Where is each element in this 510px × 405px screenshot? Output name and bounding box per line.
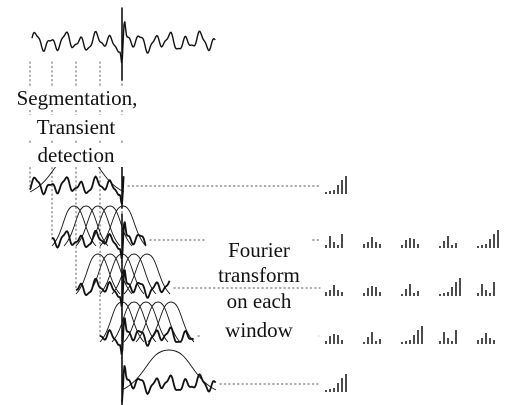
segmented-signal-row1 [29,175,125,205]
spectrum-row3-4 [439,278,461,296]
spectrum-row2-3 [401,238,419,248]
spectrum-row3-2 [363,286,381,296]
spectrum-row2-2 [363,237,381,248]
window-envelope-row4-3 [123,301,169,343]
spectrum-row3-1 [325,285,343,296]
spectrum-row2-5 [477,230,499,248]
fourier-label-line-1: Fourier [206,238,312,262]
window-envelope-row2-3 [75,205,121,247]
fourier-label-line-2: transform [200,263,318,287]
spectrum-row4-5 [477,333,495,344]
spectrum-row2-1 [325,234,343,248]
spectrum-row3-5 [477,282,495,296]
window-envelope-row4-2 [111,301,157,343]
window-envelope-row4-5 [147,301,195,343]
spectrum-row4-1 [325,334,343,344]
spectrum-row2-4 [439,236,457,248]
spectrum-row5-1 [325,374,347,392]
window-envelope-row2-5 [99,205,147,247]
fourier-label-line-3: on each [206,289,312,313]
window-envelope-row2-1 [51,205,97,247]
window-envelope-row3-1 [75,253,121,295]
segmentation-label-line-1: Segmentation, [4,86,150,110]
window-envelope-row2-2 [63,205,109,247]
window-envelope-row3-5 [123,253,171,295]
spectrum-row3-3 [401,284,419,296]
spectrum-row1-1 [325,176,347,194]
segmentation-label-line-3: detection [22,143,130,167]
segmented-signal-row3 [75,269,171,307]
segmented-signal-row4 [99,317,195,355]
original-signal [31,21,216,64]
segmented-signal-row5 [121,365,217,403]
spectrum-row4-2 [363,332,381,344]
fourier-label-line-4: window [200,318,318,342]
segmentation-label-line-2: Transient [22,115,130,139]
segmented-signal-row2 [51,221,147,259]
signal-traces [29,7,217,405]
spectrum-row4-4 [439,330,457,344]
window-envelope-row3-4 [111,253,157,295]
spectrum-glyphs [325,176,499,392]
spectrum-row4-3 [401,326,423,344]
